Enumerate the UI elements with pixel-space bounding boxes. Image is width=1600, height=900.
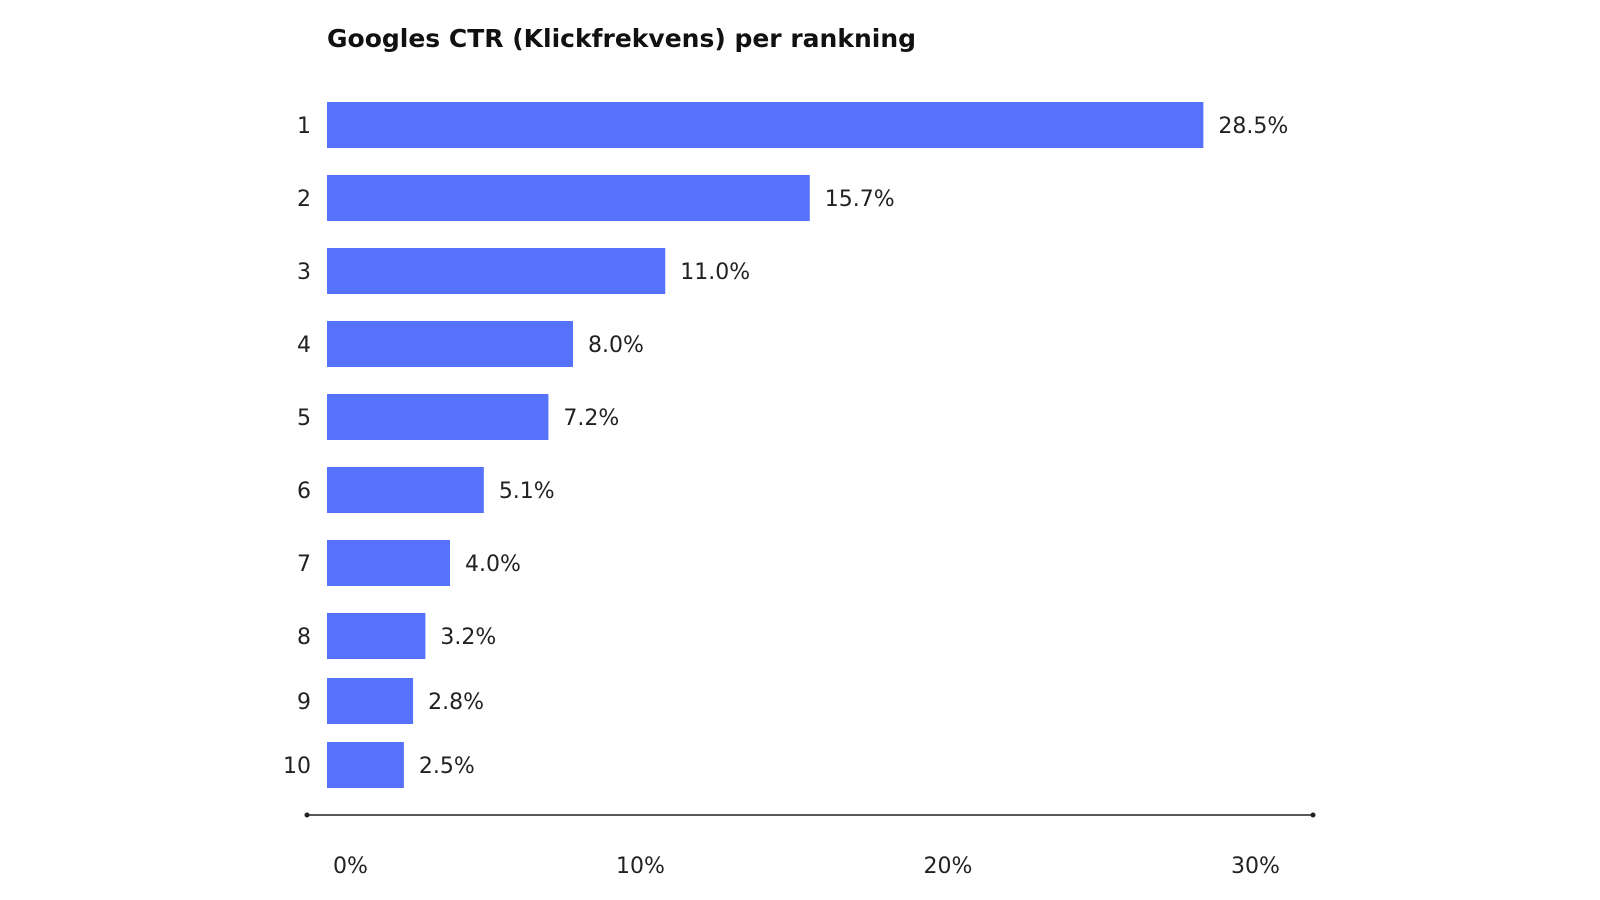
bar-rank-8 — [327, 613, 426, 659]
x-tick-label: 20% — [924, 854, 973, 879]
data-label: 3.2% — [440, 625, 496, 650]
data-label: 28.5% — [1218, 114, 1288, 139]
bar-rank-1 — [327, 102, 1204, 148]
category-label: 2 — [297, 187, 311, 212]
x-tick-label: 30% — [1231, 854, 1280, 879]
bar-rank-10 — [327, 742, 404, 788]
x-tick-label: 0% — [333, 854, 368, 879]
data-label: 2.5% — [419, 754, 475, 779]
data-label: 2.8% — [428, 690, 484, 715]
x-tick-label: 10% — [616, 854, 665, 879]
data-label: 4.0% — [465, 552, 521, 577]
category-label: 6 — [297, 479, 311, 504]
category-label: 5 — [297, 406, 311, 431]
category-label: 10 — [283, 754, 311, 779]
bar-rank-6 — [327, 467, 484, 513]
category-label: 7 — [297, 552, 311, 577]
data-label: 5.1% — [499, 479, 555, 504]
x-axis-end-dot — [1310, 812, 1316, 818]
data-label: 8.0% — [588, 333, 644, 358]
category-label: 8 — [297, 625, 311, 650]
category-label: 4 — [297, 333, 311, 358]
bar-rank-4 — [327, 321, 573, 367]
category-label: 3 — [297, 260, 311, 285]
bar-rank-5 — [327, 394, 549, 440]
x-axis-start-dot — [304, 812, 310, 818]
data-label: 11.0% — [680, 260, 750, 285]
bar-rank-7 — [327, 540, 450, 586]
bar-rank-2 — [327, 175, 810, 221]
bar-rank-9 — [327, 678, 414, 724]
data-label: 7.2% — [563, 406, 619, 431]
data-label: 15.7% — [825, 187, 895, 212]
category-label: 1 — [297, 114, 311, 139]
category-label: 9 — [297, 690, 311, 715]
bar-rank-3 — [327, 248, 666, 294]
chart-title: Googles CTR (Klickfrekvens) per rankning — [327, 24, 917, 53]
